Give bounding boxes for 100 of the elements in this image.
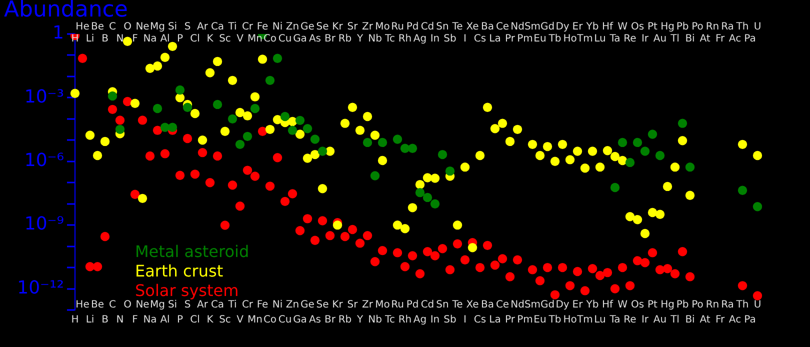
category-label: Po bbox=[692, 22, 704, 33]
x-tick-label: Br bbox=[324, 34, 336, 45]
point bbox=[115, 124, 125, 134]
x-tick-label: Cl bbox=[190, 34, 200, 45]
x-tick-label: Ir bbox=[641, 34, 650, 45]
category-label: Th bbox=[736, 22, 749, 33]
category-label: Rh bbox=[398, 314, 412, 326]
category-label: Nb bbox=[368, 314, 382, 326]
category-label: Ho bbox=[563, 314, 577, 326]
x-tick-label: V bbox=[236, 34, 244, 45]
x-tick-label: Be bbox=[90, 300, 104, 311]
x-tick-label: O bbox=[124, 300, 132, 311]
category-label: Tl bbox=[670, 314, 680, 326]
category-label: Ir bbox=[641, 314, 649, 326]
category-label: Gd bbox=[540, 22, 555, 33]
category-label: Ti bbox=[228, 22, 237, 33]
x-tick-label: As bbox=[308, 34, 322, 45]
x-tick-label: Pa bbox=[744, 34, 756, 45]
category-label: Ta bbox=[610, 314, 620, 326]
category-label: Er bbox=[572, 22, 583, 33]
category-label: Cu bbox=[278, 314, 292, 326]
x-tick-label: Ba bbox=[481, 300, 494, 311]
x-tick-label: Os bbox=[630, 300, 644, 311]
category-label: At bbox=[700, 314, 710, 326]
point bbox=[152, 104, 162, 114]
category-label: P bbox=[176, 314, 184, 326]
x-tick-label: B bbox=[102, 34, 109, 45]
x-tick-label: Mo bbox=[375, 300, 390, 311]
x-tick-label: Ta bbox=[608, 34, 620, 45]
point bbox=[445, 166, 455, 176]
x-tick-label: Pd bbox=[406, 300, 419, 311]
x-tick-label: Pb bbox=[676, 300, 689, 311]
category-label: Hf bbox=[602, 22, 614, 33]
category-label: C bbox=[109, 22, 116, 33]
category-label: Be bbox=[90, 22, 104, 33]
category-label: Sc bbox=[219, 314, 231, 326]
category-label: Tc bbox=[385, 314, 395, 326]
x-tick-label: Au bbox=[653, 34, 667, 45]
point bbox=[182, 102, 192, 112]
point bbox=[362, 138, 372, 148]
point bbox=[265, 76, 275, 86]
category-label: Zr bbox=[362, 22, 373, 33]
category-label: Ru bbox=[391, 22, 404, 33]
category-label: Xe bbox=[466, 22, 479, 33]
x-tick-label: U bbox=[754, 300, 762, 311]
category-label: Lu bbox=[594, 314, 606, 326]
x-tick-label: P bbox=[176, 34, 184, 45]
category-label: Yb bbox=[586, 22, 599, 33]
x-tick-label: Xe bbox=[466, 300, 479, 311]
category-label: Li bbox=[86, 314, 94, 326]
x-tick-label: Mn bbox=[248, 34, 262, 45]
category-label: Ce bbox=[496, 22, 510, 33]
x-tick-label: Fr bbox=[715, 34, 726, 45]
point bbox=[408, 144, 418, 153]
y-tick-label: 10⁻¹² bbox=[17, 277, 64, 298]
category-label: Sn bbox=[436, 22, 449, 33]
x-tick-label: Ti bbox=[227, 300, 237, 311]
point bbox=[655, 150, 665, 160]
category-label: Nd bbox=[510, 22, 524, 33]
point bbox=[610, 182, 620, 192]
text: Solar system bbox=[135, 281, 239, 300]
category-label: Pm bbox=[517, 314, 533, 326]
point bbox=[288, 126, 298, 135]
y-tick-label: 10⁻⁹ bbox=[24, 214, 64, 235]
point bbox=[392, 134, 402, 144]
point bbox=[438, 150, 448, 160]
category-label: Al bbox=[160, 314, 170, 326]
x-tick-label: Ru bbox=[391, 300, 404, 311]
point bbox=[430, 199, 440, 208]
category-label: N bbox=[116, 314, 124, 326]
x-tick-label: Si bbox=[168, 300, 178, 311]
x-tick-label: I bbox=[464, 34, 466, 45]
category-label: Cs bbox=[474, 314, 486, 326]
category-label: Re bbox=[624, 314, 636, 326]
category-label: Pa bbox=[744, 314, 756, 326]
category-label: Mo bbox=[375, 22, 390, 33]
x-tick-label: Fe bbox=[256, 300, 268, 311]
x-tick-label: Hf bbox=[602, 300, 614, 311]
category-label: O bbox=[124, 22, 132, 33]
point bbox=[235, 140, 245, 150]
category-label: Cd bbox=[420, 22, 434, 33]
x-tick-label: Ho bbox=[563, 34, 577, 45]
x-tick-label: Na bbox=[143, 34, 157, 45]
x-tick-label: La bbox=[489, 34, 501, 45]
x-tick-label: S bbox=[184, 300, 191, 311]
point bbox=[212, 100, 222, 110]
point bbox=[310, 134, 320, 144]
x-tick-label: Co bbox=[263, 34, 277, 45]
x-tick-label: F bbox=[132, 34, 138, 45]
x-tick-label: Eu bbox=[534, 34, 546, 45]
x-tick-label: Ge bbox=[300, 300, 314, 311]
x-tick-label: Ra bbox=[721, 300, 734, 311]
category-label: Fe bbox=[256, 22, 268, 33]
category-label: Au bbox=[653, 314, 667, 326]
category-label: Ge bbox=[300, 22, 314, 33]
category-label: Pb bbox=[676, 22, 689, 33]
category-label: Ga bbox=[293, 314, 307, 326]
x-tick-label: Sn bbox=[436, 300, 449, 311]
x-tick-label: Tc bbox=[384, 34, 395, 45]
point bbox=[370, 171, 380, 180]
